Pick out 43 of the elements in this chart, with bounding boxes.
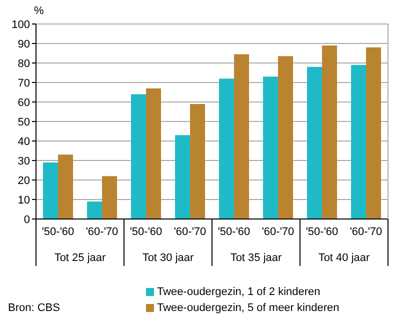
y-tick-label: 90 [18, 38, 30, 50]
bar [278, 56, 294, 219]
x-tick-label: '60-'70 [86, 226, 118, 238]
bar [219, 78, 234, 219]
y-tick-label: 30 [18, 155, 30, 168]
bar [43, 162, 58, 219]
y-tick-label: 60 [18, 96, 30, 109]
y-tick-label: 80 [18, 58, 30, 70]
bar [307, 66, 322, 219]
x-tick-label: '60-'70 [262, 226, 294, 238]
x-tick-label: '50-'60 [218, 226, 250, 238]
bar [58, 154, 74, 219]
bar [87, 201, 102, 219]
x-tick-label: '60-'70 [350, 226, 382, 238]
y-tick-label: 70 [18, 77, 30, 90]
x-tick-label: '50-'60 [130, 226, 162, 238]
y-tick-label: 100 [12, 18, 30, 31]
text: Tot 30 jaar [141, 252, 195, 264]
bar [131, 94, 146, 219]
text: Bron: CBS [8, 302, 60, 314]
y-tick-label: 40 [18, 136, 30, 148]
x-tick-label: '50-'60 [42, 226, 74, 238]
bar [146, 88, 162, 219]
bar [263, 76, 278, 219]
y-axis-title: % [34, 5, 44, 17]
bar [175, 135, 190, 219]
bar [322, 45, 338, 219]
bar [351, 64, 366, 219]
bar [190, 104, 206, 219]
y-tick-label: 50 [18, 116, 30, 128]
y-tick-label: 0 [24, 214, 30, 226]
bar [234, 54, 250, 219]
legend-label: Twee-oudergezin, 5 of meer kinderen [157, 302, 340, 314]
text: Tot 25 jaar [53, 252, 107, 264]
legend-label: Twee-oudergezin, 1 of 2 kinderen [157, 286, 320, 298]
text: Tot 40 jaar [317, 252, 371, 264]
text: Tot 35 jaar [229, 252, 283, 264]
bar [102, 176, 118, 219]
x-tick-label: '60-'70 [174, 226, 206, 238]
bar [366, 47, 382, 219]
y-tick-label: 10 [18, 194, 30, 206]
y-tick-label: 20 [18, 174, 30, 187]
x-tick-label: '50-'60 [306, 226, 338, 238]
